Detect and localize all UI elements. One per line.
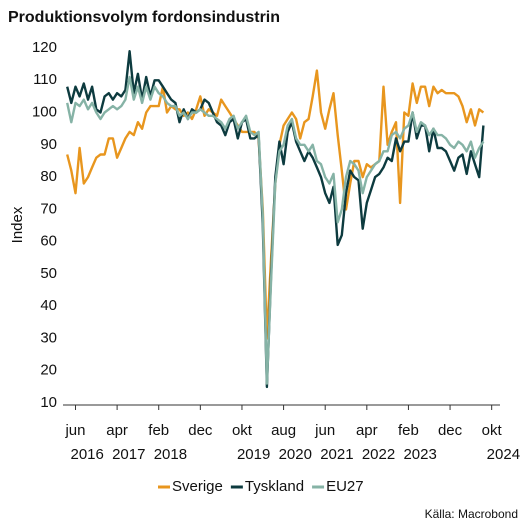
- x-tick-label: jun: [314, 422, 335, 439]
- x-tick-label: apr: [106, 422, 128, 439]
- x-year-label: 2018: [154, 446, 187, 463]
- x-year-label: 2020: [279, 446, 312, 463]
- y-tick-label: 120: [32, 39, 57, 56]
- legend-label: EU27: [326, 478, 364, 495]
- x-year-label: 2021: [320, 446, 353, 463]
- x-year-label: 2022: [362, 446, 395, 463]
- x-tick-label: dec: [438, 422, 463, 439]
- legend-label: Sverige: [172, 478, 223, 495]
- x-tick-label: jun: [64, 422, 85, 439]
- x-year-label: 2019: [237, 446, 270, 463]
- x-tick-label: apr: [356, 422, 378, 439]
- y-tick-label: 100: [32, 104, 57, 121]
- x-year-label: 2016: [70, 446, 103, 463]
- y-tick-label: 60: [40, 233, 57, 250]
- y-tick-label: 110: [33, 71, 57, 88]
- y-tick-label: 10: [40, 394, 57, 411]
- source: Källa: Macrobond: [425, 507, 518, 521]
- y-tick-label: 20: [40, 362, 57, 379]
- y-tick-label: 70: [40, 200, 57, 217]
- x-tick-label: okt: [232, 422, 253, 439]
- y-axis-label: Index: [9, 206, 26, 243]
- x-tick-label: aug: [271, 422, 296, 439]
- y-tick-label: 80: [40, 168, 57, 185]
- series-line: [66, 50, 485, 389]
- chart-title: Produktionsvolym fordonsindustrin: [8, 9, 280, 26]
- x-tick-label: feb: [398, 422, 419, 439]
- x-tick-label: dec: [188, 422, 213, 439]
- y-tick-label: 90: [40, 136, 57, 153]
- x-tick-label: feb: [148, 422, 169, 439]
- legend-label: Tyskland: [245, 478, 304, 495]
- x-year-label: 2017: [112, 446, 145, 463]
- x-year-label: 2024: [487, 446, 520, 463]
- y-tick-label: 40: [40, 297, 57, 314]
- x-tick-label: okt: [482, 422, 503, 439]
- series-line: [66, 75, 485, 385]
- y-tick-label: 30: [40, 329, 57, 346]
- y-tick-label: 50: [40, 265, 57, 282]
- x-year-label: 2023: [403, 446, 436, 463]
